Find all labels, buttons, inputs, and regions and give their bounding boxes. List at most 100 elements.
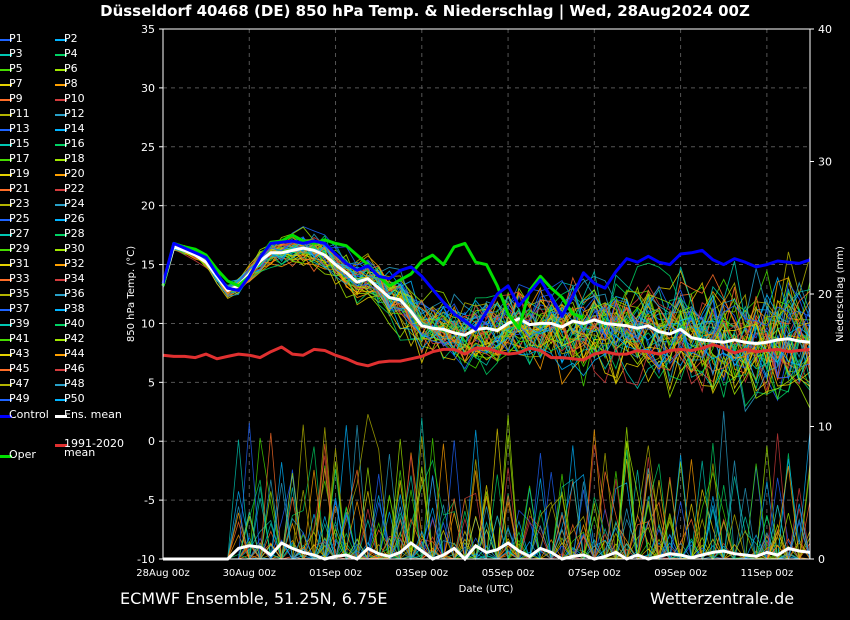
legend-swatch	[55, 99, 67, 101]
footer-brand: Wetterzentrale.de	[650, 589, 795, 608]
legend-swatch	[55, 174, 67, 176]
legend-swatch	[0, 309, 12, 311]
x-tick-label: 28Aug 00z	[136, 568, 189, 579]
legend-swatch	[55, 279, 67, 281]
legend-label: P1	[9, 32, 23, 45]
legend-swatch	[55, 54, 67, 56]
legend-swatch	[0, 219, 12, 221]
legend-label: P12	[64, 107, 85, 120]
series-line-control	[161, 239, 811, 331]
legend-label: P5	[9, 62, 23, 75]
legend-swatch	[0, 249, 12, 251]
legend-swatch	[0, 69, 12, 71]
legend-label: Control	[9, 408, 49, 421]
legend-label: P22	[64, 182, 85, 195]
legend-swatch	[55, 114, 67, 116]
legend-swatch	[0, 144, 12, 146]
legend-label: P43	[9, 347, 30, 360]
member-precip-p6	[163, 442, 810, 561]
legend-label: P17	[9, 152, 30, 165]
y-left-tick-label: 30	[141, 82, 155, 95]
legend-label: P46	[64, 362, 85, 375]
x-axis-label: Date (UTC)	[459, 584, 514, 595]
legend-swatch	[0, 369, 12, 371]
legend-swatch	[55, 264, 67, 266]
member-line-p32	[162, 243, 811, 363]
legend-swatch	[55, 415, 67, 418]
legend-label: P16	[64, 137, 85, 150]
legend-label: Ens. mean	[64, 408, 122, 421]
legend-label: mean	[64, 446, 96, 459]
legend-swatch	[0, 54, 12, 56]
precip-mean-line	[163, 541, 811, 562]
legend-label: P45	[9, 362, 30, 375]
member-line-p47	[162, 239, 811, 366]
legend-label: P14	[64, 122, 85, 135]
legend-swatch	[55, 144, 67, 146]
legend-swatch	[55, 204, 67, 206]
legend-label: P18	[64, 152, 85, 165]
legend-label: P40	[64, 317, 85, 330]
legend-label: P19	[9, 167, 30, 180]
y-right-tick-label: 30	[818, 156, 832, 169]
legend-label: P39	[9, 317, 30, 330]
legend-swatch	[0, 39, 12, 41]
member-precip-p15	[163, 439, 810, 560]
legend-swatch	[55, 129, 67, 131]
legend-label: P29	[9, 242, 30, 255]
legend-label: P20	[64, 167, 85, 180]
legend-swatch	[0, 384, 12, 386]
legend-swatch	[55, 159, 67, 161]
legend-label: P37	[9, 302, 30, 315]
x-tick-label: 11Sep 00z	[740, 568, 793, 579]
legend-swatch	[0, 99, 12, 101]
legend-label: P32	[64, 257, 85, 270]
legend-swatch	[55, 219, 67, 221]
member-precip-p5	[163, 437, 810, 560]
member-line-p16	[162, 242, 811, 387]
legend-label: P30	[64, 242, 85, 255]
legend-swatch	[0, 174, 12, 176]
legend-label: P10	[64, 92, 85, 105]
y-left-tick-label: 20	[141, 200, 155, 213]
legend-label: P4	[64, 47, 78, 60]
legend-swatch	[0, 399, 12, 401]
legend-label: 1991-2020	[64, 437, 124, 450]
legend-swatch	[0, 279, 12, 281]
legend-swatch	[0, 339, 12, 341]
legend-swatch	[0, 294, 12, 296]
series-line-1991-2020-mean	[162, 343, 811, 368]
y-left-tick-label: 25	[141, 141, 155, 154]
legend-label: P25	[9, 212, 30, 225]
member-line-p22	[162, 238, 811, 391]
y-left-tick-label: 5	[148, 376, 155, 389]
member-precip-p24	[163, 411, 810, 560]
member-precip-p10	[163, 444, 811, 560]
legend-swatch	[55, 384, 67, 386]
legend-label: P27	[9, 227, 30, 240]
y-right-tick-label: 20	[818, 288, 832, 301]
y-right-tick-label: 40	[818, 23, 832, 36]
legend-label: P13	[9, 122, 30, 135]
legend-swatch	[0, 84, 12, 86]
legend-swatch	[0, 114, 12, 116]
main-series	[161, 233, 811, 562]
member-precip-p4	[163, 442, 810, 561]
legend-label: P50	[64, 392, 85, 405]
legend-swatch	[55, 444, 67, 447]
axes: 28Aug 00z 30Aug 00z 01Sep 00z 03Sep 00z 05Se…	[136, 23, 832, 579]
y-left-tick-label: 10	[141, 317, 155, 330]
legend-label: Oper	[9, 448, 36, 461]
legend-label: P26	[64, 212, 85, 225]
legend-swatch	[55, 309, 67, 311]
legend-label: P15	[9, 137, 30, 150]
y-left-tick-label: 15	[141, 259, 155, 272]
legend-label: P9	[9, 92, 23, 105]
legend-swatch	[0, 189, 12, 191]
legend-label: P38	[64, 302, 85, 315]
legend-label: P33	[9, 272, 30, 285]
ensemble-members	[162, 226, 811, 561]
series-line-ens-mean	[161, 245, 811, 345]
x-tick-label: 03Sep 00z	[395, 568, 448, 579]
member-precip-p9	[163, 443, 810, 560]
